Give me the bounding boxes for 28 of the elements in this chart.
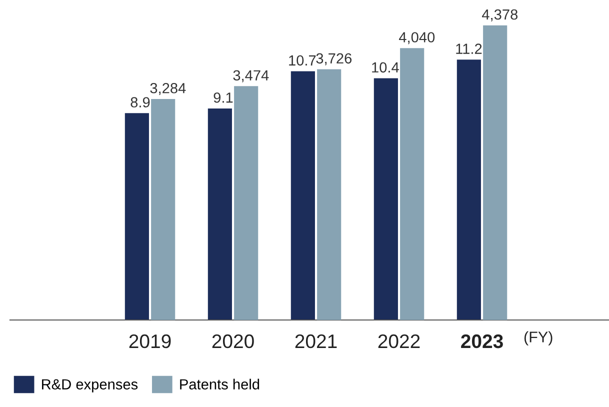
data-label: 3,284 bbox=[150, 82, 186, 96]
legend-label: Patents held bbox=[180, 378, 260, 390]
x-tick-label: 2022 bbox=[378, 334, 420, 348]
data-label: 9.1 bbox=[214, 92, 233, 103]
bar bbox=[151, 98, 176, 320]
x-tick-label: 2021 bbox=[295, 334, 337, 348]
data-label: 4,040 bbox=[398, 32, 435, 44]
bar bbox=[483, 25, 508, 320]
data-label: 3,474 bbox=[233, 70, 269, 82]
data-label: 3,726 bbox=[316, 53, 352, 66]
data-label: 11.2 bbox=[456, 44, 482, 54]
data-label: 10.4 bbox=[372, 62, 399, 73]
bar bbox=[456, 60, 481, 320]
x-axis-title: (FY) bbox=[524, 331, 552, 346]
data-label: 8.9 bbox=[130, 97, 150, 108]
x-tick-label: 2019 bbox=[129, 334, 171, 348]
bar bbox=[234, 86, 258, 320]
x-tick-label: 2023 bbox=[461, 334, 503, 348]
bar bbox=[374, 78, 398, 320]
bar bbox=[124, 113, 149, 320]
bar bbox=[208, 108, 232, 320]
data-label: 4,378 bbox=[482, 9, 518, 22]
legend-label: R&D expenses bbox=[42, 379, 138, 392]
bar bbox=[400, 48, 424, 320]
bar bbox=[317, 69, 342, 320]
bar bbox=[290, 71, 315, 320]
x-tick-label: 2020 bbox=[212, 334, 254, 348]
data-label: 10.7 bbox=[289, 55, 316, 66]
